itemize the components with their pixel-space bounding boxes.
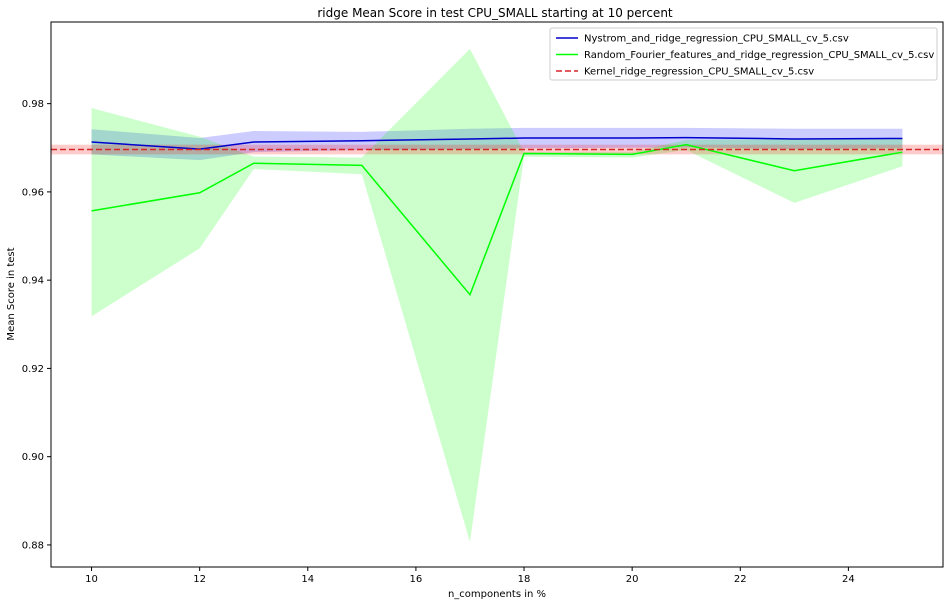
- x-tick-label: 20: [626, 574, 639, 585]
- y-tick-label: 0.92: [22, 364, 44, 375]
- data-point: [793, 138, 795, 140]
- y-tick-label: 0.90: [22, 452, 44, 463]
- confidence-band-1: [91, 48, 903, 542]
- data-point: [91, 210, 93, 212]
- x-axis-title: n_components in %: [448, 589, 546, 600]
- x-tick-label: 14: [301, 574, 314, 585]
- chart-title: ridge Mean Score in test CPU_SMALL start…: [317, 6, 673, 20]
- plot-area: [50, 21, 944, 568]
- data-point: [253, 141, 255, 143]
- x-tick-label: 22: [734, 574, 747, 585]
- x-tick-label: 16: [410, 574, 423, 585]
- data-point: [901, 151, 903, 153]
- y-axis: 0.88 0.90 0.92 0.94 0.96 0.98: [22, 99, 51, 551]
- data-point: [469, 138, 471, 140]
- y-tick-label: 0.94: [22, 276, 44, 287]
- data-point: [901, 138, 903, 140]
- data-point: [253, 162, 255, 164]
- data-point: [199, 192, 201, 194]
- x-tick-label: 12: [193, 574, 206, 585]
- legend: Nystrom_and_ridge_regression_CPU_SMALL_c…: [549, 27, 938, 81]
- x-axis: 10 12 14 16 18 20 22 24: [85, 567, 855, 585]
- data-point: [361, 140, 363, 142]
- data-point: [793, 170, 795, 172]
- confidence-bands: [51, 48, 943, 542]
- legend-label: Kernel_ridge_regression_CPU_SMALL_cv_5.c…: [584, 67, 814, 78]
- series-line-0: [91, 136, 903, 150]
- y-axis-title: Mean Score in test: [6, 247, 17, 340]
- plot-frame: [50, 21, 944, 568]
- data-point: [523, 153, 525, 155]
- data-point: [523, 137, 525, 139]
- data-point: [685, 144, 687, 146]
- x-tick-label: 18: [518, 574, 531, 585]
- data-point: [631, 137, 633, 139]
- data-point: [685, 137, 687, 139]
- x-tick-label: 10: [85, 574, 98, 585]
- series-line-1: [91, 143, 903, 297]
- data-point: [469, 294, 471, 296]
- y-tick-label: 0.96: [22, 187, 44, 198]
- x-tick-label: 24: [842, 574, 855, 585]
- data-point: [361, 164, 363, 166]
- legend-label: Nystrom_and_ridge_regression_CPU_SMALL_c…: [584, 34, 849, 45]
- confidence-band-0: [91, 127, 903, 161]
- series-lines: [51, 136, 943, 297]
- legend-box: [549, 27, 938, 81]
- data-point: [631, 153, 633, 155]
- y-tick-label: 0.88: [22, 540, 44, 551]
- y-tick-label: 0.98: [22, 99, 44, 110]
- legend-label: Random_Fourier_features_and_ridge_regres…: [584, 50, 934, 61]
- data-point: [91, 141, 93, 143]
